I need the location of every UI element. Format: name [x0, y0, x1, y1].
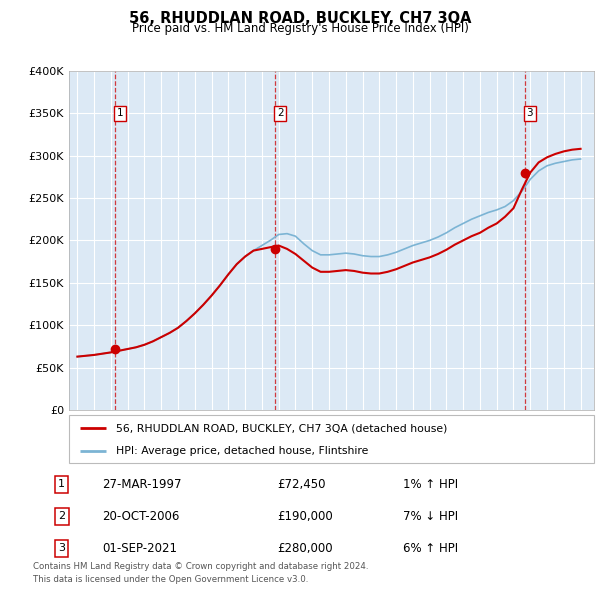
- Text: Contains HM Land Registry data © Crown copyright and database right 2024.: Contains HM Land Registry data © Crown c…: [33, 562, 368, 571]
- Text: £280,000: £280,000: [277, 542, 333, 555]
- Text: 1: 1: [58, 479, 65, 489]
- Text: 27-MAR-1997: 27-MAR-1997: [103, 478, 182, 491]
- Text: 3: 3: [58, 543, 65, 553]
- Text: 01-SEP-2021: 01-SEP-2021: [103, 542, 178, 555]
- Text: 6% ↑ HPI: 6% ↑ HPI: [403, 542, 458, 555]
- Text: This data is licensed under the Open Government Licence v3.0.: This data is licensed under the Open Gov…: [33, 575, 308, 584]
- FancyBboxPatch shape: [69, 415, 594, 463]
- Text: 56, RHUDDLAN ROAD, BUCKLEY, CH7 3QA (detached house): 56, RHUDDLAN ROAD, BUCKLEY, CH7 3QA (det…: [116, 423, 448, 433]
- Text: 56, RHUDDLAN ROAD, BUCKLEY, CH7 3QA: 56, RHUDDLAN ROAD, BUCKLEY, CH7 3QA: [129, 11, 471, 25]
- Text: HPI: Average price, detached house, Flintshire: HPI: Average price, detached house, Flin…: [116, 446, 368, 456]
- Text: 2: 2: [277, 108, 284, 118]
- Text: 20-OCT-2006: 20-OCT-2006: [103, 510, 180, 523]
- Text: 3: 3: [526, 108, 533, 118]
- Text: £190,000: £190,000: [277, 510, 333, 523]
- Text: 1% ↑ HPI: 1% ↑ HPI: [403, 478, 458, 491]
- Text: 7% ↓ HPI: 7% ↓ HPI: [403, 510, 458, 523]
- Text: 1: 1: [116, 108, 123, 118]
- Text: 2: 2: [58, 512, 65, 522]
- Text: Price paid vs. HM Land Registry's House Price Index (HPI): Price paid vs. HM Land Registry's House …: [131, 22, 469, 35]
- Text: £72,450: £72,450: [277, 478, 326, 491]
